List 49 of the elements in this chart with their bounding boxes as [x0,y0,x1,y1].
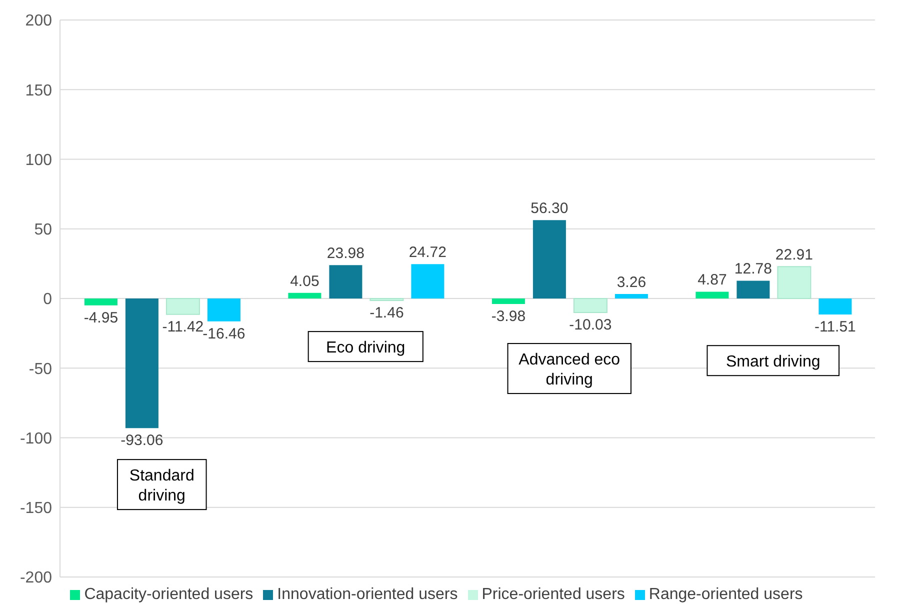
bar [492,298,525,304]
bar [370,298,404,302]
y-tick-label: 150 [25,82,52,100]
data-label: -16.46 [202,325,246,342]
y-tick-label: 100 [25,152,52,169]
legend-label: Innovation-oriented users [277,586,458,603]
bar [125,298,158,428]
bar [207,298,240,322]
y-tick-label: -200 [20,570,52,587]
data-label: 12.78 [734,260,772,278]
bar [84,298,118,306]
data-label: 24.72 [408,244,446,262]
data-label: 4.87 [698,272,727,289]
data-label: 3.26 [616,274,646,291]
data-label: 22.91 [775,246,813,264]
bar [329,265,362,298]
data-label: -4.95 [84,309,118,326]
y-tick-label: -50 [28,360,52,378]
bar [736,280,770,298]
data-label: 23.98 [326,245,364,262]
y-tick-label: -100 [20,430,52,448]
data-label: -11.51 [814,318,856,336]
bar [777,266,812,299]
data-label: 56.30 [530,200,568,218]
legend-label: Range-oriented users [648,586,803,603]
x-tick-label: Smart driving [726,354,820,371]
x-tick-label: Eco driving [326,340,406,357]
legend-label: Price-oriented users [482,586,625,603]
bar [166,298,200,315]
data-label: 4.05 [290,272,320,290]
y-tick-label: 200 [25,12,52,30]
y-tick-label: 50 [34,222,52,239]
y-tick-label: 0 [43,291,52,308]
legend-label: Capacity-oriented users [84,586,254,603]
bar [411,264,444,298]
bar [696,292,729,298]
data-label: -10.03 [569,316,612,334]
data-label: -1.46 [370,304,404,322]
bar [532,220,566,298]
bar [573,298,608,313]
y-tick-label: -150 [20,500,52,518]
x-tick-label: Standard driving [129,468,194,505]
bar [288,292,322,298]
data-label: -3.98 [491,308,526,326]
data-label: -93.06 [120,432,164,450]
x-tick-label: Advanced eco driving [518,352,620,389]
bar [614,294,648,298]
data-label: -11.42 [162,318,204,336]
bar [818,298,852,315]
